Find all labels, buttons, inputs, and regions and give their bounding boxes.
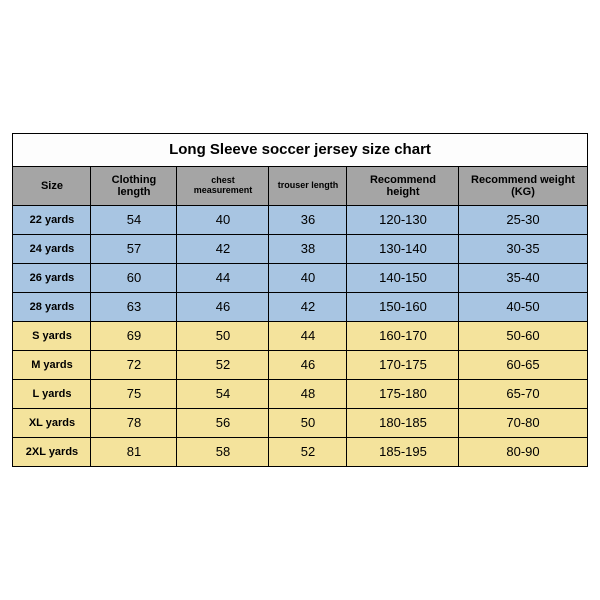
col-header-length: Clothing length	[91, 167, 177, 206]
cell-size: XL yards	[13, 409, 91, 438]
title-row: Long Sleeve soccer jersey size chart	[13, 134, 587, 167]
cell: 38	[269, 235, 347, 264]
cell: 46	[269, 351, 347, 380]
cell: 75	[91, 380, 177, 409]
cell-size: L yards	[13, 380, 91, 409]
cell: 30-35	[459, 235, 587, 264]
col-header-trouser: trouser length	[269, 167, 347, 206]
cell: 140-150	[347, 264, 459, 293]
cell: 69	[91, 322, 177, 351]
cell: 52	[177, 351, 269, 380]
cell: 58	[177, 438, 269, 467]
table-row: 2XL yards 81 58 52 185-195 80-90	[13, 438, 587, 467]
cell: 40-50	[459, 293, 587, 322]
cell: 44	[269, 322, 347, 351]
cell: 48	[269, 380, 347, 409]
cell: 120-130	[347, 206, 459, 235]
table-row: XL yards 78 56 50 180-185 70-80	[13, 409, 587, 438]
cell: 44	[177, 264, 269, 293]
cell: 180-185	[347, 409, 459, 438]
cell: 130-140	[347, 235, 459, 264]
col-header-chest: chest measurement	[177, 167, 269, 206]
cell: 40	[269, 264, 347, 293]
table-row: 22 yards 54 40 36 120-130 25-30	[13, 206, 587, 235]
cell: 46	[177, 293, 269, 322]
cell: 35-40	[459, 264, 587, 293]
cell: 40	[177, 206, 269, 235]
cell: 72	[91, 351, 177, 380]
table-row: 26 yards 60 44 40 140-150 35-40	[13, 264, 587, 293]
cell-size: 28 yards	[13, 293, 91, 322]
cell: 36	[269, 206, 347, 235]
table-row: 28 yards 63 46 42 150-160 40-50	[13, 293, 587, 322]
cell: 56	[177, 409, 269, 438]
cell: 170-175	[347, 351, 459, 380]
cell: 25-30	[459, 206, 587, 235]
cell-size: 22 yards	[13, 206, 91, 235]
cell: 185-195	[347, 438, 459, 467]
cell: 42	[177, 235, 269, 264]
cell: 50	[177, 322, 269, 351]
cell: 60-65	[459, 351, 587, 380]
cell-size: 26 yards	[13, 264, 91, 293]
table-row: L yards 75 54 48 175-180 65-70	[13, 380, 587, 409]
cell: 60	[91, 264, 177, 293]
cell: 63	[91, 293, 177, 322]
size-chart-table: Long Sleeve soccer jersey size chart Siz…	[12, 133, 587, 467]
cell: 160-170	[347, 322, 459, 351]
cell-size: 24 yards	[13, 235, 91, 264]
cell: 175-180	[347, 380, 459, 409]
col-header-weight: Recommend weight (KG)	[459, 167, 587, 206]
cell-size: S yards	[13, 322, 91, 351]
cell-size: M yards	[13, 351, 91, 380]
table-row: M yards 72 52 46 170-175 60-65	[13, 351, 587, 380]
table-row: S yards 69 50 44 160-170 50-60	[13, 322, 587, 351]
cell: 57	[91, 235, 177, 264]
cell: 70-80	[459, 409, 587, 438]
cell: 54	[91, 206, 177, 235]
cell: 50	[269, 409, 347, 438]
cell: 50-60	[459, 322, 587, 351]
cell: 81	[91, 438, 177, 467]
chart-title: Long Sleeve soccer jersey size chart	[13, 134, 587, 167]
cell: 150-160	[347, 293, 459, 322]
cell: 42	[269, 293, 347, 322]
cell-size: 2XL yards	[13, 438, 91, 467]
col-header-height: Recommend height	[347, 167, 459, 206]
cell: 78	[91, 409, 177, 438]
cell: 54	[177, 380, 269, 409]
col-header-size: Size	[13, 167, 91, 206]
table-row: 24 yards 57 42 38 130-140 30-35	[13, 235, 587, 264]
cell: 65-70	[459, 380, 587, 409]
cell: 80-90	[459, 438, 587, 467]
cell: 52	[269, 438, 347, 467]
header-row: Size Clothing length chest measurement t…	[13, 167, 587, 206]
